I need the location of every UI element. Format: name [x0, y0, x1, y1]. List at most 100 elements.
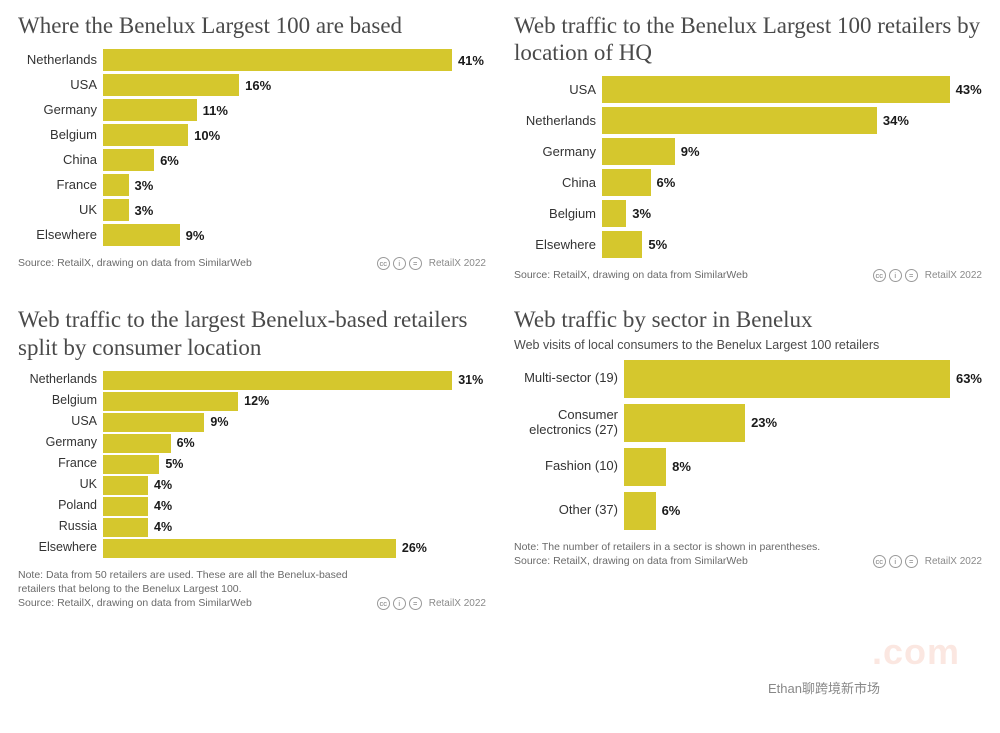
chart-source: Source: RetailX, drawing on data from Si… — [514, 554, 820, 568]
category-label: Germany — [514, 145, 602, 159]
value-label: 4% — [154, 478, 172, 492]
value-label: 6% — [160, 153, 179, 168]
bar-row: USA43% — [514, 76, 982, 103]
cc-icon: cc — [873, 269, 886, 282]
bar-wrap: 6% — [103, 434, 486, 453]
value-label: 41% — [458, 53, 484, 68]
attribution-text: RetailX 2022 — [429, 258, 486, 269]
value-label: 8% — [672, 459, 691, 474]
bar-wrap: 12% — [103, 392, 486, 411]
category-label: France — [18, 178, 103, 192]
chart-grid: Where the Benelux Largest 100 are basedN… — [18, 12, 982, 610]
value-label: 9% — [186, 228, 205, 243]
value-label: 4% — [154, 520, 172, 534]
value-label: 3% — [135, 178, 154, 193]
bar — [602, 231, 642, 258]
bar-chart: Netherlands41%USA16%Germany11%Belgium10%… — [18, 49, 486, 246]
bar-wrap: 4% — [103, 497, 486, 516]
bar — [103, 455, 159, 474]
bar — [103, 413, 204, 432]
category-label: Germany — [18, 103, 103, 117]
bar — [103, 518, 148, 537]
bar — [103, 74, 239, 96]
bar-wrap: 31% — [103, 371, 486, 390]
bar-wrap: 9% — [103, 224, 486, 246]
bar-row: Elsewhere 9% — [18, 224, 486, 246]
bar — [602, 76, 950, 103]
chart-note: Note: Data from 50 retailers are used. T… — [18, 568, 358, 596]
bar-row: Elsewhere 5% — [514, 231, 982, 258]
category-label: UK — [18, 203, 103, 217]
chart-footer: Note: The number of retailers in a secto… — [514, 540, 982, 568]
bar-wrap: 4% — [103, 476, 486, 495]
panel-a: Where the Benelux Largest 100 are basedN… — [18, 12, 486, 282]
category-label: Elsewhere — [514, 238, 602, 252]
bar-wrap: 10% — [103, 124, 486, 146]
bar-wrap: 3% — [103, 174, 486, 196]
bar-row: UK 4% — [18, 476, 486, 495]
chart-source: Source: RetailX, drawing on data from Si… — [18, 256, 252, 270]
bar-wrap: 23% — [624, 404, 982, 442]
bar-row: Russia 4% — [18, 518, 486, 537]
bar — [624, 404, 745, 442]
category-label: Elsewhere — [18, 228, 103, 242]
by-icon: i — [889, 555, 902, 568]
bar — [624, 448, 666, 486]
footer-left: Source: RetailX, drawing on data from Si… — [18, 256, 252, 270]
bar-wrap: 5% — [602, 231, 982, 258]
by-icon: i — [393, 597, 406, 610]
value-label: 4% — [154, 499, 172, 513]
bar — [103, 199, 129, 221]
category-label: UK — [18, 478, 103, 492]
value-label: 6% — [177, 436, 195, 450]
value-label: 26% — [402, 541, 427, 555]
chart-footer: Source: RetailX, drawing on data from Si… — [514, 268, 982, 282]
nd-icon: = — [409, 597, 422, 610]
value-label: 6% — [657, 175, 676, 190]
bar-row: Germany 6% — [18, 434, 486, 453]
category-label: USA — [514, 83, 602, 97]
value-label: 63% — [956, 371, 982, 386]
bar-row: Poland4% — [18, 497, 486, 516]
bar-wrap: 6% — [624, 492, 982, 530]
value-label: 9% — [681, 144, 700, 159]
footer-left: Note: The number of retailers in a secto… — [514, 540, 820, 568]
bar-row: Netherlands 41% — [18, 49, 486, 71]
category-label: Russia — [18, 520, 103, 534]
attribution-text: RetailX 2022 — [925, 556, 982, 567]
chart-footer: Note: Data from 50 retailers are used. T… — [18, 568, 486, 611]
bar-wrap: 11% — [103, 99, 486, 121]
panel-d: Web traffic by sector in BeneluxWeb visi… — [514, 306, 982, 610]
bar — [624, 492, 656, 530]
category-label: Netherlands — [18, 373, 103, 387]
bar-row: Netherlands34% — [514, 107, 982, 134]
by-icon: i — [889, 269, 902, 282]
category-label: China — [514, 176, 602, 190]
value-label: 3% — [632, 206, 651, 221]
bar — [602, 169, 651, 196]
value-label: 5% — [648, 237, 667, 252]
nd-icon: = — [905, 555, 918, 568]
bar — [103, 476, 148, 495]
bar-row: Other (37)6% — [514, 492, 982, 530]
bar-wrap: 16% — [103, 74, 486, 96]
category-label: Germany — [18, 436, 103, 450]
bar — [103, 371, 452, 390]
bar-wrap: 4% — [103, 518, 486, 537]
category-label: Elsewhere — [18, 541, 103, 555]
cc-icon: cc — [873, 555, 886, 568]
chart-subtitle: Web visits of local consumers to the Ben… — [514, 338, 982, 352]
footer-left: Note: Data from 50 retailers are used. T… — [18, 568, 358, 611]
bar-row: France 3% — [18, 174, 486, 196]
category-label: USA — [18, 415, 103, 429]
value-label: 16% — [245, 78, 271, 93]
bar-row: China 6% — [514, 169, 982, 196]
value-label: 5% — [165, 457, 183, 471]
bar-wrap: 5% — [103, 455, 486, 474]
category-label: Netherlands — [18, 53, 103, 67]
chart-title: Web traffic to the largest Benelux-based… — [18, 306, 486, 360]
bar-row: USA16% — [18, 74, 486, 96]
footer-right: cci= RetailX 2022 — [873, 555, 982, 568]
value-label: 6% — [662, 503, 681, 518]
bar-wrap: 63% — [624, 360, 982, 398]
